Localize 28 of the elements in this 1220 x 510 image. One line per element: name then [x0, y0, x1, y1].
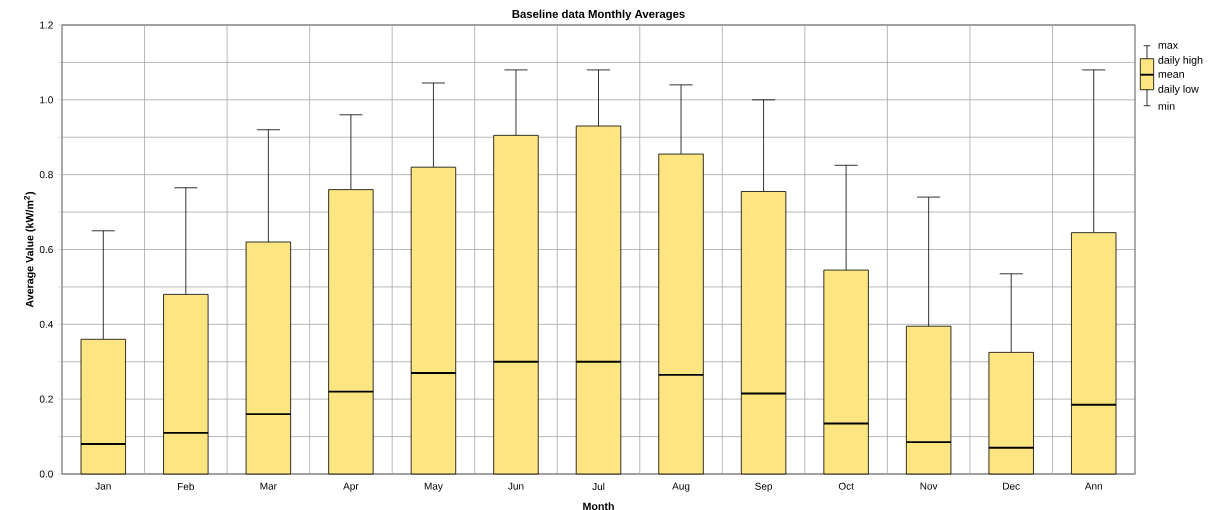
y-tick-label: 0.8 — [39, 171, 53, 179]
y-tick-label: 0.4 — [39, 320, 54, 328]
x-tick-label: Ann — [1084, 482, 1102, 490]
x-tick-label: Nov — [920, 482, 938, 490]
x-tick-label: Apr — [343, 482, 359, 492]
y-tick-label: 1.0 — [40, 96, 53, 104]
x-tick-label: Feb — [178, 482, 195, 491]
x-tick-label: Aug — [672, 482, 690, 492]
x-tick-label: Oct — [838, 482, 854, 490]
x-tick-label: Mar — [260, 482, 277, 490]
x-tick-label: Dec — [1003, 482, 1020, 490]
x-tick-label: Jan — [95, 482, 111, 490]
text: daily high — [1158, 56, 1203, 66]
text: mean — [1158, 72, 1184, 78]
x-tick-label: Sep — [755, 482, 773, 492]
x-tick-label: Jul — [592, 482, 605, 491]
chart-title: Baseline data Monthly Averages — [512, 9, 685, 21]
y-tick-label: 1.2 — [40, 21, 53, 29]
text: daily low — [1158, 85, 1199, 95]
y-tick-label: 0.0 — [39, 470, 53, 478]
text: max — [1158, 43, 1178, 49]
text: min — [1158, 102, 1175, 110]
y-axis-title: Average Value (kW/m$^{2}$) — [23, 191, 36, 308]
x-tick-label: May — [424, 482, 443, 492]
x-axis-title: Month — [583, 502, 614, 510]
y-tick-label: 0.6 — [39, 245, 53, 254]
y-tick-label: 0.2 — [39, 395, 53, 403]
x-tick-label: Jun — [508, 482, 524, 490]
